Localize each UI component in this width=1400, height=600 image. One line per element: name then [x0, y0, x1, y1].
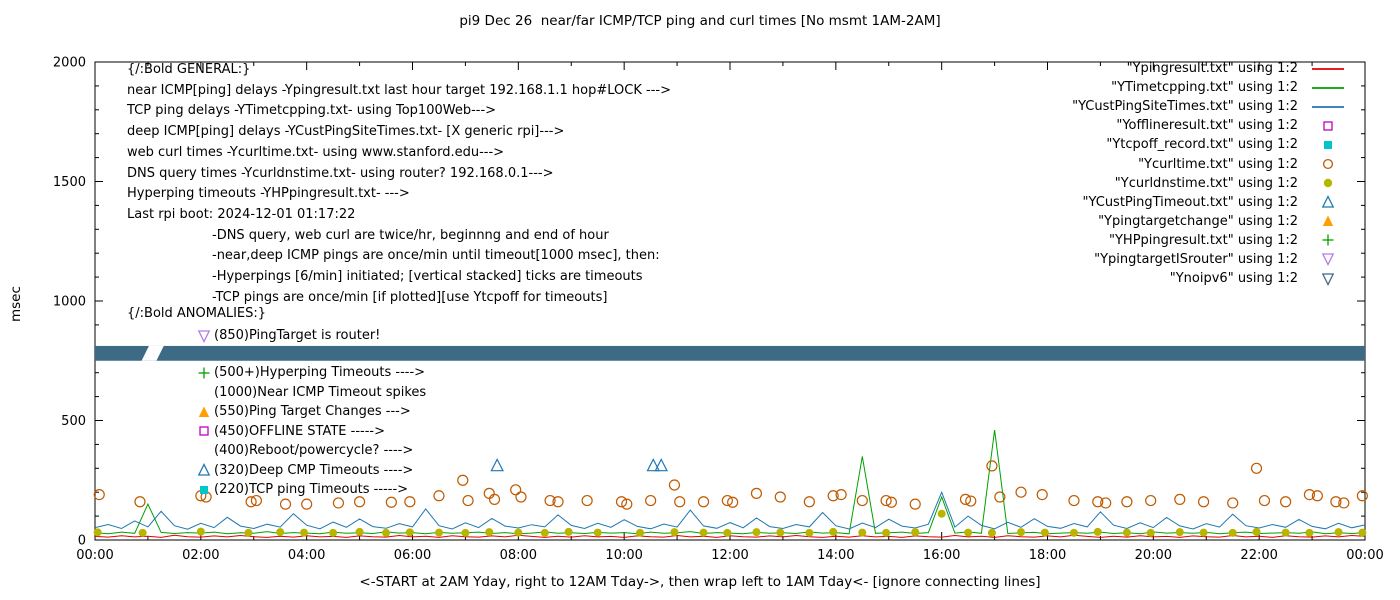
- legend-entry: "Ycurltime.txt" using 1:2: [1138, 154, 1350, 173]
- open-triangle-up-icon: [1321, 195, 1335, 208]
- legend-entry: "Yofflineresult.txt" using 1:2: [1116, 116, 1350, 135]
- x-tick-label: 08:00: [500, 548, 537, 563]
- legend: "Ypingresult.txt" using 1:2 "YTimetcpping…: [1072, 59, 1350, 288]
- series-YCustPingSiteTimes.txt: [94, 490, 1366, 530]
- legend-marker: [1306, 272, 1350, 286]
- legend-entry: "YpingtargetISrouter" using 1:2: [1094, 250, 1350, 269]
- legend-entry-label: "Ytcpoff_record.txt" using 1:2: [1106, 137, 1298, 153]
- filled-triangle-up-icon: [1322, 215, 1334, 227]
- y-tick-label: 500: [61, 414, 86, 429]
- legend-marker: [1306, 233, 1350, 247]
- plus-icon: [1322, 234, 1334, 246]
- series-Ycurldnstime.txt: [93, 509, 1367, 537]
- x-tick-label: 00:00: [76, 548, 113, 563]
- legend-entry: "Ypingtargetchange" using 1:2: [1098, 212, 1350, 231]
- chart-title: pi9 Dec 26 near/far ICMP/TCP ping and cu…: [459, 13, 941, 29]
- legend-entry: "YTimetcpping.txt" using 1:2: [1111, 78, 1350, 97]
- no-measurement-gap: [141, 345, 164, 361]
- legend-marker: [1306, 119, 1350, 133]
- series-YCustPingTimeout.txt: [490, 458, 668, 472]
- legend-entry-label: "YCustPingSiteTimes.txt" using 1:2: [1072, 99, 1298, 115]
- open-square-icon: [1323, 121, 1333, 131]
- legend-marker: [1306, 214, 1350, 228]
- x-tick-label: 14:00: [817, 548, 854, 563]
- noipv6-band: [95, 345, 1365, 361]
- legend-entry-label: "YTimetcpping.txt" using 1:2: [1111, 80, 1298, 96]
- x-tick-label: 10:00: [605, 548, 642, 563]
- x-tick-label: 12:00: [711, 548, 748, 563]
- legend-entry-label: "Ycurltime.txt" using 1:2: [1138, 156, 1298, 172]
- legend-entry-label: "Yofflineresult.txt" using 1:2: [1116, 118, 1298, 134]
- x-tick-label: 06:00: [394, 548, 431, 563]
- y-tick-label: 2000: [53, 56, 86, 71]
- legend-entry: "Ynoipv6" using 1:2: [1170, 269, 1350, 288]
- open-circle-icon: [1322, 158, 1334, 170]
- y-tick-label: 1000: [53, 295, 86, 310]
- y-tick-label: 0: [78, 534, 86, 549]
- line-swatch-icon: [1312, 86, 1344, 89]
- legend-marker: [1306, 176, 1350, 190]
- legend-entry-label: "YHPpingresult.txt" using 1:2: [1109, 232, 1298, 248]
- legend-entry-label: "Ycurldnstime.txt" using 1:2: [1114, 175, 1298, 191]
- y-tick-label: 1500: [53, 175, 86, 190]
- legend-marker: [1306, 100, 1350, 114]
- legend-entry-label: "Ypingresult.txt" using 1:2: [1126, 61, 1298, 77]
- legend-entry-label: "YpingtargetISrouter" using 1:2: [1094, 251, 1298, 267]
- legend-entry: "YCustPingSiteTimes.txt" using 1:2: [1072, 97, 1350, 116]
- line-swatch-icon: [1312, 67, 1344, 70]
- legend-entry: "Ycurldnstime.txt" using 1:2: [1115, 174, 1350, 193]
- series-YTimetcpping.txt: [94, 430, 1366, 535]
- filled-square-icon: [1324, 140, 1332, 149]
- legend-entry: "Ypingresult.txt" using 1:2: [1127, 59, 1350, 78]
- x-tick-label: 02:00: [182, 548, 219, 563]
- legend-entry-label: "YCustPingTimeout.txt" using 1:2: [1082, 194, 1298, 210]
- legend-entry: "Ytcpoff_record.txt" using 1:2: [1106, 135, 1350, 154]
- legend-marker: [1306, 252, 1350, 267]
- line-swatch-icon: [1312, 105, 1344, 108]
- legend-marker: [1306, 157, 1350, 171]
- x-axis-label: <-START at 2AM Yday, right to 12AM Tday-…: [359, 574, 1041, 590]
- series-Ycurltime.txt: [93, 460, 1368, 510]
- legend-entry: "YHPpingresult.txt" using 1:2: [1109, 231, 1350, 250]
- legend-marker: [1306, 62, 1350, 76]
- legend-entry-label: "Ypingtargetchange" using 1:2: [1098, 213, 1298, 229]
- x-tick-label: 00:00: [1346, 548, 1383, 563]
- x-tick-label: 18:00: [1029, 548, 1066, 563]
- x-tick-label: 20:00: [1135, 548, 1172, 563]
- open-triangle-down-icon: [1321, 253, 1335, 267]
- legend-marker: [1306, 81, 1350, 95]
- x-tick-label: 04:00: [288, 548, 325, 563]
- filled-circle-icon: [1323, 178, 1333, 188]
- x-tick-label: 16:00: [923, 548, 960, 563]
- open-triangle-down-icon: [1321, 272, 1335, 286]
- x-tick-label: 22:00: [1240, 548, 1277, 563]
- legend-marker: [1306, 195, 1350, 209]
- legend-entry: "YCustPingTimeout.txt" using 1:2: [1083, 193, 1350, 212]
- legend-entry-label: "Ynoipv6" using 1:2: [1169, 271, 1298, 287]
- legend-marker: [1306, 138, 1350, 152]
